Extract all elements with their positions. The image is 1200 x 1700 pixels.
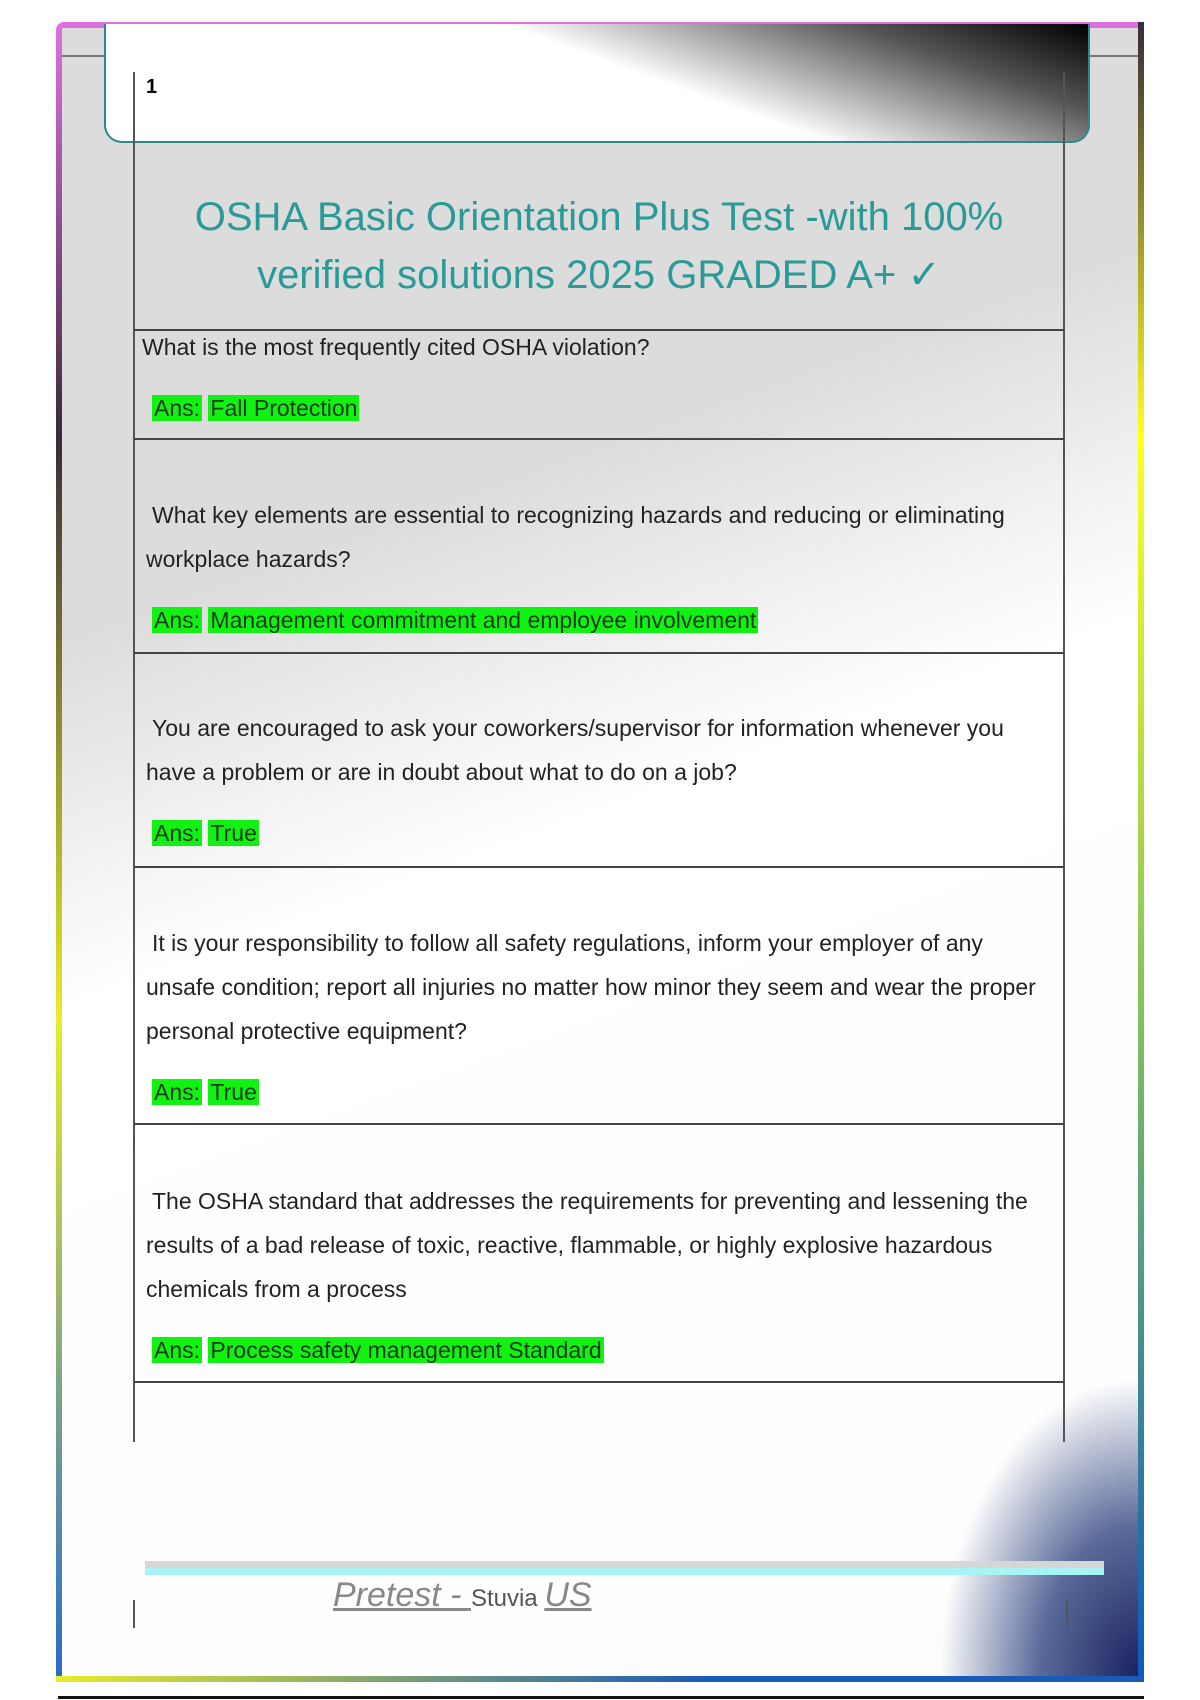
bottom-rule	[58, 1696, 1144, 1699]
qa-item-5: The OSHA standard that addresses the req…	[146, 1179, 1056, 1365]
qa-item-4: It is your responsibility to follow all …	[146, 921, 1056, 1107]
answer-5: Ans: Process safety management Standard	[152, 1337, 604, 1363]
answer-2: Ans: Management commitment and employee …	[152, 607, 759, 633]
page-frame	[56, 22, 1144, 1682]
footer-tick-left	[133, 1600, 135, 1628]
row-divider	[134, 1123, 1064, 1125]
corner-decoration	[938, 1376, 1138, 1676]
row-divider	[134, 438, 1064, 440]
row-divider	[134, 329, 1064, 331]
frame-border-bottom	[56, 1676, 1144, 1682]
question-3: You are encouraged to ask your coworkers…	[146, 715, 1004, 785]
row-divider	[134, 1381, 1064, 1383]
answer-1: Ans: Fall Protection	[152, 395, 360, 421]
header-box	[104, 24, 1090, 143]
answer-4: Ans: True	[152, 1079, 259, 1105]
title-line-2: verified solutions 2025 GRADED A+ ✓	[257, 253, 941, 297]
page-background	[62, 28, 1138, 1676]
question-5: The OSHA standard that addresses the req…	[146, 1188, 1028, 1302]
answer-3: Ans: True	[152, 820, 259, 846]
qa-item-1: What is the most frequently cited OSHA v…	[142, 325, 1056, 423]
footer-tick-right	[1066, 1600, 1068, 1628]
document-title: OSHA Basic Orientation Plus Test -with 1…	[134, 188, 1064, 304]
footer-watermark: Pretest - Stuvia US	[333, 1576, 592, 1614]
table-left-border	[133, 72, 135, 1442]
qa-item-2: What key elements are essential to recog…	[146, 493, 1056, 635]
table-right-border	[1063, 72, 1065, 1442]
question-4: It is your responsibility to follow all …	[146, 930, 1036, 1044]
frame-border-right	[1138, 22, 1144, 1682]
row-divider	[134, 866, 1064, 868]
page-number: 1	[146, 76, 158, 98]
footer-bar	[145, 1561, 1104, 1575]
question-2: What key elements are essential to recog…	[146, 502, 1005, 572]
title-line-1: OSHA Basic Orientation Plus Test -with 1…	[194, 195, 1004, 239]
row-divider	[134, 652, 1064, 654]
question-1: What is the most frequently cited OSHA v…	[142, 334, 650, 360]
qa-item-3: You are encouraged to ask your coworkers…	[146, 706, 1056, 848]
